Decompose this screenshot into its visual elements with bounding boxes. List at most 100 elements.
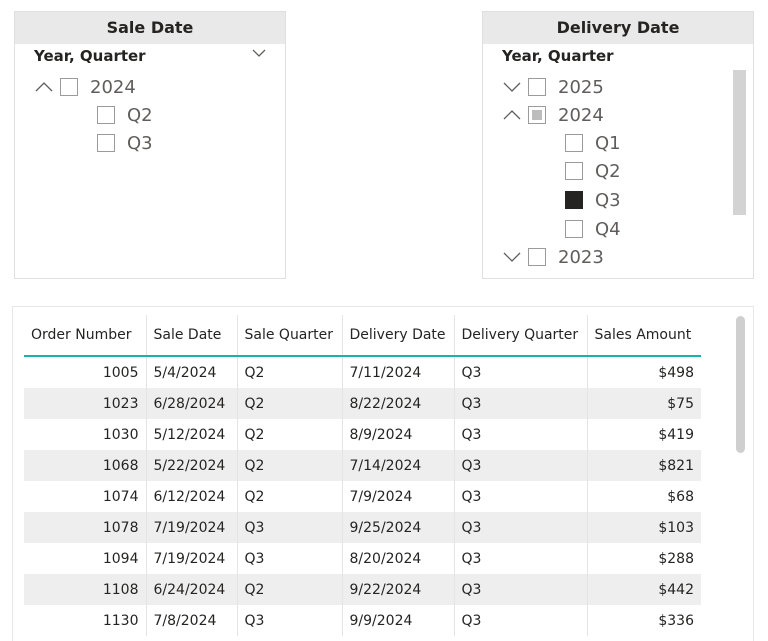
table-cell: $103 [587,512,701,543]
slicer-node-label: Q2 [127,104,153,126]
checkbox-partial[interactable] [528,106,546,124]
table-cell: 7/9/2024 [342,481,455,512]
table-cell: 7/19/2024 [146,512,238,543]
table-cell: $75 [587,388,701,419]
table-row[interactable]: 1094 7/19/2024 Q3 8/20/2024 Q3 $288 [24,543,701,574]
table-cell: Q2 [237,450,343,481]
checkbox[interactable] [97,134,115,152]
table-row[interactable]: 1108 6/24/2024 Q2 9/22/2024 Q3 $442 [24,574,701,605]
table-cell: 1030 [24,419,147,450]
sales-table-visual: Order Number Sale Date Sale Quarter Deli… [12,306,754,641]
slicer-node-label: Q2 [595,160,621,182]
column-header[interactable]: Order Number [24,315,147,357]
checkbox-checked[interactable] [565,191,583,209]
slicer-node-2025[interactable]: 2025 [502,75,604,99]
table-cell: 8/9/2024 [342,419,455,450]
slicer-node-label: Q1 [595,132,621,154]
table-cell: Q3 [454,605,588,636]
column-header[interactable]: Sales Amount [587,315,701,357]
table-cell: 9/25/2024 [342,512,455,543]
chevron-down-icon[interactable] [502,78,522,96]
table-cell: $68 [667,488,694,505]
table-cell: 6/24/2024 [146,574,238,605]
table-cell: 1108 [24,574,147,605]
checkbox[interactable] [97,106,115,124]
slicer-title: Delivery Date [482,11,754,44]
table-row[interactable]: 1023 6/28/2024 Q2 8/22/2024 Q3 $75 [24,388,701,419]
table-cell: 5/4/2024 [146,356,238,388]
slicer-title: Sale Date [14,11,286,44]
table-cell: Q3 [454,481,588,512]
table-cell: Q3 [454,450,588,481]
slicer-node-2024[interactable]: 2024 [34,75,136,99]
table-cell: 6/12/2024 [146,481,238,512]
slicer-node-label: 2023 [558,246,604,268]
slicer-node-q3[interactable]: Q3 [97,131,153,155]
table-cell: $821 [587,450,701,481]
column-header[interactable]: Sale Quarter [237,315,343,357]
table-cell: Q3 [237,512,343,543]
checkbox[interactable] [60,78,78,96]
delivery-date-slicer: Delivery Date Year, Quarter 2025 2024 Q1… [482,11,754,279]
table-cell: 1068 [24,450,147,481]
table-row[interactable]: 1074 6/12/2024 Q2 7/9/2024 Q3 $68 [24,481,701,512]
slicer-node-label: Q4 [595,218,621,240]
table-row[interactable]: 1030 5/12/2024 Q2 8/9/2024 Q3 $419 [24,419,701,450]
checkbox[interactable] [528,248,546,266]
table-cell: 1005 [24,356,147,388]
table-cell: Q2 [237,481,343,512]
table-cell: 5/22/2024 [146,450,238,481]
checkbox[interactable] [565,220,583,238]
chevron-up-icon[interactable] [502,106,522,124]
slicer-node-q4[interactable]: Q4 [565,217,621,241]
slicer-node-label: 2025 [558,76,604,98]
chevron-up-icon[interactable] [34,78,54,96]
table-cell: $498 [658,364,694,381]
slicer-node-2024[interactable]: 2024 [502,103,604,127]
slicer-subtitle: Year, Quarter [502,47,614,65]
table-row[interactable]: 1078 7/19/2024 Q3 9/25/2024 Q3 $103 [24,512,701,543]
table-cell: 1094 [24,543,147,574]
table-row[interactable]: 1068 5/22/2024 Q2 7/14/2024 Q3 $821 [24,450,701,481]
slicer-node-2023[interactable]: 2023 [502,245,604,269]
slicer-node-label: Q3 [127,132,153,154]
checkbox[interactable] [528,78,546,96]
table-cell: 9/22/2024 [342,574,455,605]
slicer-scrollbar[interactable] [733,70,746,215]
chevron-down-icon[interactable] [251,45,267,61]
table-scrollbar[interactable] [736,316,745,453]
column-header[interactable]: Delivery Quarter [454,315,588,357]
table-row[interactable]: 1005 5/4/2024 Q2 7/11/2024 Q3 $498 [24,356,701,388]
table-cell: Q2 [237,419,343,450]
table-cell: Q2 [237,388,343,419]
slicer-node-q2[interactable]: Q2 [565,159,621,183]
table-cell: Q3 [454,574,588,605]
column-header[interactable]: Sale Date [146,315,238,357]
table-cell: Q3 [454,388,588,419]
table-cell: 7/11/2024 [342,356,455,388]
slicer-node-label: Q3 [595,189,621,211]
slicer-node-q3[interactable]: Q3 [565,188,621,212]
table-cell: $288 [658,550,694,567]
table-cell: 1074 [24,481,147,512]
table-cell: 1078 [24,512,147,543]
slicer-node-label: 2024 [558,104,604,126]
checkbox[interactable] [565,162,583,180]
slicer-node-q1[interactable]: Q1 [565,131,621,155]
checkbox[interactable] [565,134,583,152]
table-cell: Q3 [454,543,588,574]
table-cell: Q2 [237,574,343,605]
table-cell: Q2 [237,356,343,388]
table-cell: 7/19/2024 [146,543,238,574]
table-cell: 7/8/2024 [146,605,238,636]
table-row[interactable]: 1130 7/8/2024 Q3 9/9/2024 Q3 $336 [24,605,701,636]
column-header[interactable]: Delivery Date [342,315,455,357]
table-cell: $442 [587,574,701,605]
slicer-node-q2[interactable]: Q2 [97,103,153,127]
table-cell: Q3 [454,512,588,543]
slicer-subtitle: Year, Quarter [34,47,146,65]
sale-date-slicer: Sale Date Year, Quarter 2024 Q2 Q3 [14,11,286,279]
table-cell: 7/14/2024 [342,450,455,481]
table-cell: 1023 [24,388,147,419]
chevron-down-icon[interactable] [502,248,522,266]
